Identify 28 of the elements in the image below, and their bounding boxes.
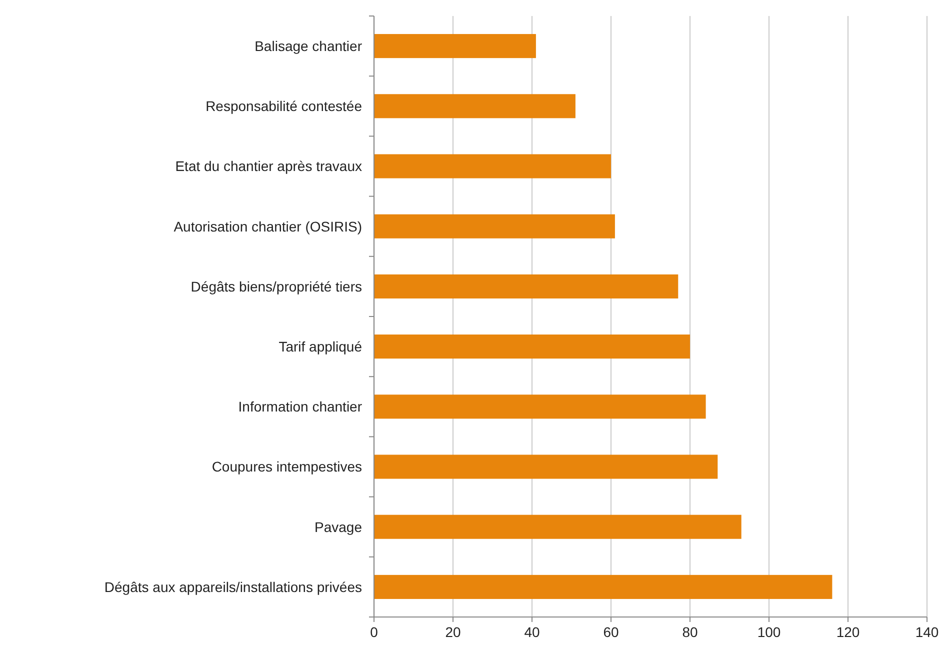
x-tick-label: 100 [757, 624, 781, 640]
y-tick-label: Balisage chantier [254, 38, 362, 54]
bar [374, 154, 611, 178]
y-tick-label: Tarif appliqué [278, 338, 362, 354]
y-tick-label: Dégâts aux appareils/installations privées [104, 578, 362, 595]
y-tick-label: Pavage [314, 518, 362, 535]
y-tick-label: Etat du chantier après travaux [175, 158, 362, 174]
bar [374, 574, 832, 599]
y-tick-label: Responsabilité contestée [206, 98, 362, 114]
y-tick-label: Dégâts biens/propriété tiers [190, 278, 362, 294]
x-tick-label: 0 [370, 624, 378, 640]
y-tick-label: Information chantier [238, 398, 362, 415]
bar [374, 94, 576, 118]
bar [374, 334, 690, 359]
x-tick-label: 140 [915, 624, 939, 640]
x-tick-label: 60 [603, 624, 619, 640]
x-tick-label: 40 [524, 624, 540, 640]
y-tick-label: Autorisation chantier (OSIRIS) [174, 218, 362, 234]
y-tick-label: Coupures intempestives [212, 458, 362, 475]
x-tick-label: 120 [836, 624, 860, 640]
x-tick-label: 20 [445, 624, 461, 640]
x-tick-label: 80 [682, 624, 698, 640]
bar [374, 274, 678, 298]
bar [374, 454, 718, 479]
bar [374, 514, 742, 539]
bar [374, 214, 615, 238]
bar [374, 34, 536, 58]
bar [374, 394, 706, 419]
